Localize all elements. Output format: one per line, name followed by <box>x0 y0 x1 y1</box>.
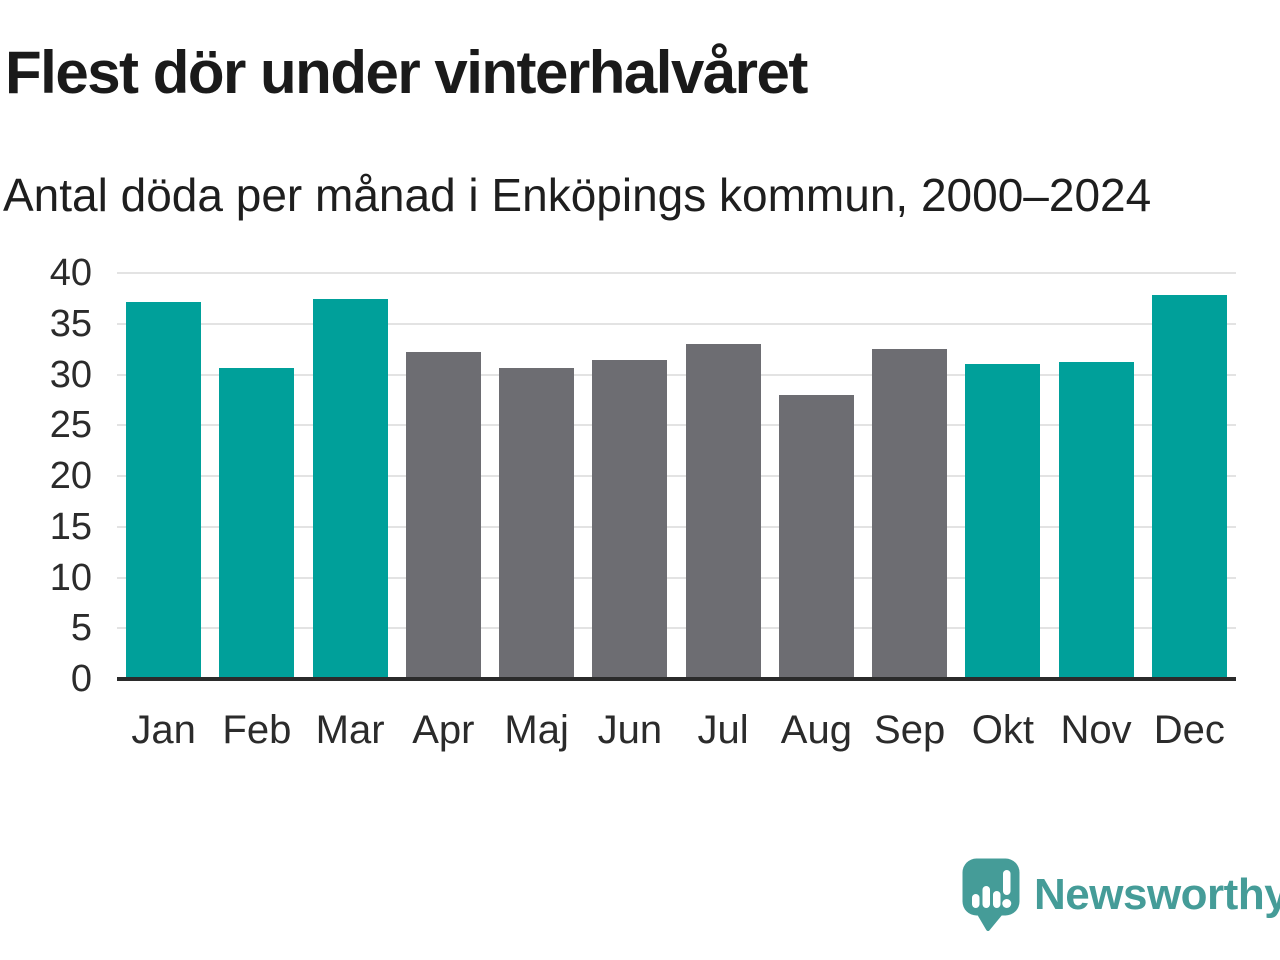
newsworthy-logo: Newsworthy <box>962 858 1280 931</box>
y-tick-label-5: 5 <box>70 607 92 650</box>
bar-nov <box>1058 362 1134 679</box>
bar-apr <box>405 352 481 679</box>
x-tick-label-dec: Dec <box>1153 708 1225 752</box>
newsworthy-logo-icon <box>962 858 1020 931</box>
y-tick-label-40: 40 <box>49 252 92 294</box>
gridline-15 <box>117 525 1236 528</box>
chart-title: Flest dör under vinterhalvåret <box>5 39 808 106</box>
bar-jun <box>592 360 668 679</box>
y-tick-label-20: 20 <box>49 455 92 497</box>
x-axis-line <box>117 677 1236 681</box>
bar-feb <box>219 368 295 679</box>
gridline-5 <box>117 627 1236 630</box>
x-tick-label-feb: Feb <box>222 708 292 752</box>
bar-dec <box>1151 295 1227 679</box>
gridline-20 <box>117 475 1236 477</box>
x-tick-label-maj: Maj <box>504 708 569 752</box>
gridline-35 <box>117 322 1236 325</box>
x-tick-label-jun: Jun <box>597 708 663 752</box>
bar-aug <box>778 394 854 679</box>
gridline-10 <box>117 576 1236 579</box>
gridline-25 <box>117 424 1236 427</box>
y-tick-label-35: 35 <box>49 302 92 345</box>
x-tick-label-nov: Nov <box>1060 708 1132 752</box>
bar-jul <box>685 344 761 679</box>
x-tick-label-jul: Jul <box>697 708 749 752</box>
x-tick-label-sep: Sep <box>874 708 946 752</box>
x-tick-label-jan: Jan <box>131 708 196 752</box>
bar-maj <box>499 368 575 679</box>
gridline-40 <box>117 272 1236 274</box>
bar-sep <box>872 349 948 679</box>
x-tick-label-okt: Okt <box>971 708 1034 752</box>
y-tick-label-10: 10 <box>49 556 92 599</box>
gridline-30 <box>117 373 1236 376</box>
y-axis-labels: 0 5 10 15 20 25 30 35 40 <box>0 252 92 700</box>
y-tick-label-25: 25 <box>49 404 92 447</box>
bar-jan <box>126 302 202 679</box>
chart-subtitle: Antal döda per månad i Enköpings kommun,… <box>3 169 1152 221</box>
y-tick-label-0: 0 <box>70 658 92 700</box>
y-tick-label-30: 30 <box>49 353 92 396</box>
x-tick-label-mar: Mar <box>315 708 385 752</box>
bar-okt <box>965 364 1041 679</box>
x-tick-label-aug: Aug <box>780 708 852 752</box>
y-tick-label-15: 15 <box>49 505 92 548</box>
x-tick-label-apr: Apr <box>412 708 475 752</box>
newsworthy-logo-text: Newsworthy <box>1034 869 1280 919</box>
plot-area: Jan Feb Mar Apr Maj Jun Jul Aug Sep Okt Nov Dec <box>117 272 1236 752</box>
bar-mar <box>312 299 388 679</box>
